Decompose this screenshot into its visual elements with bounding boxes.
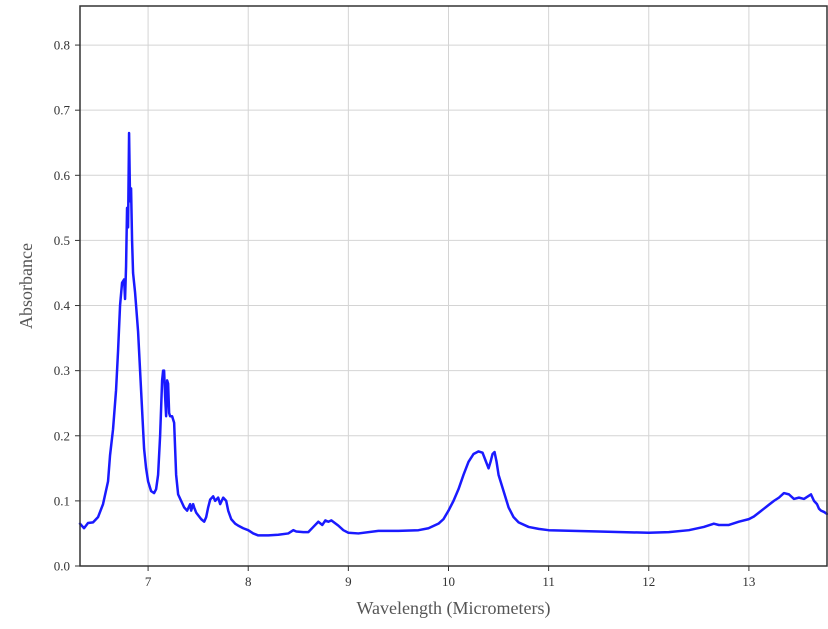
x-tick-label: 13 bbox=[742, 574, 755, 589]
y-axis-title: Absorbance bbox=[16, 243, 36, 329]
x-tick-label: 7 bbox=[145, 574, 152, 589]
x-tick-label: 9 bbox=[345, 574, 352, 589]
x-tick-label: 12 bbox=[642, 574, 655, 589]
y-tick-label: 0.1 bbox=[54, 493, 70, 508]
y-tick-label: 0.8 bbox=[54, 38, 70, 53]
absorbance-spectrum-line bbox=[78, 131, 828, 537]
x-tick-label: 10 bbox=[442, 574, 455, 589]
x-axis-title: Wavelength (Micrometers) bbox=[357, 598, 551, 619]
y-tick-label: 0.4 bbox=[54, 298, 71, 313]
x-axis-ticks: 7 8 9 10 11 12 13 bbox=[145, 566, 755, 589]
y-axis-ticks: 0.0 0.1 0.2 0.3 0.4 0.5 0.6 0.7 0.8 bbox=[54, 38, 80, 574]
y-tick-label: 0.7 bbox=[54, 103, 71, 118]
y-tick-label: 0.6 bbox=[54, 168, 71, 183]
x-tick-label: 11 bbox=[542, 574, 555, 589]
y-tick-label: 0.0 bbox=[54, 559, 70, 574]
y-tick-label: 0.3 bbox=[54, 363, 70, 378]
x-gridlines bbox=[147, 6, 750, 566]
y-tick-label: 0.2 bbox=[54, 428, 70, 443]
plot-frame bbox=[79, 5, 828, 567]
y-gridlines bbox=[80, 44, 827, 567]
y-tick-label: 0.5 bbox=[54, 233, 70, 248]
x-tick-label: 8 bbox=[245, 574, 252, 589]
